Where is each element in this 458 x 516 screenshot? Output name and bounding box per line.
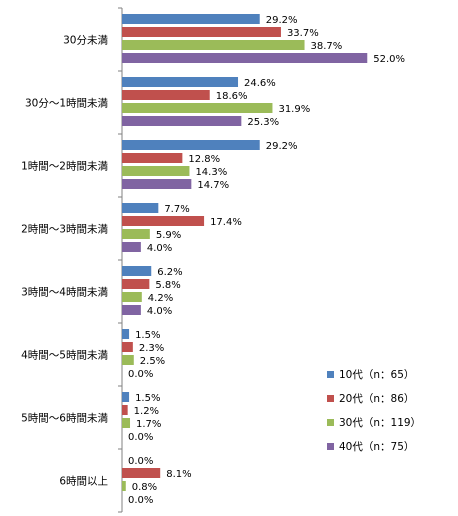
value-labels: 29.2% 33.7% 38.7% 52.0% 24.6% 18.6% 31.9% 25.3%… <box>128 15 405 506</box>
bar <box>122 116 242 126</box>
legend: 10代（n：65） 20代（n：86） 30代（n：119） 40代（n：75） <box>327 369 421 453</box>
data-label: 6.2% <box>157 267 182 278</box>
category-label: 30分未満 <box>63 35 108 47</box>
bar <box>122 305 141 315</box>
data-label: 0.0% <box>128 456 153 467</box>
data-label: 1.5% <box>135 330 160 341</box>
data-label: 31.9% <box>278 104 310 115</box>
data-label: 0.0% <box>128 369 153 380</box>
data-label: 25.3% <box>247 117 279 128</box>
bar <box>122 14 260 24</box>
bar <box>122 90 210 100</box>
bar <box>122 40 305 50</box>
legend-swatch <box>327 443 334 450</box>
data-label: 1.5% <box>135 393 160 404</box>
data-label: 5.8% <box>155 280 180 291</box>
data-label: 17.4% <box>210 217 242 228</box>
data-label: 14.3% <box>195 167 227 178</box>
bar <box>122 242 141 252</box>
data-label: 1.2% <box>134 406 159 417</box>
bar <box>122 292 142 302</box>
legend-label: 30代（n：119） <box>339 417 421 429</box>
data-label: 7.7% <box>164 204 189 215</box>
bar <box>122 27 281 37</box>
category-label: 6時間以上 <box>59 476 108 488</box>
bar <box>122 216 205 226</box>
category-label: 2時間～3時間未満 <box>21 224 108 236</box>
data-label: 38.7% <box>311 41 343 52</box>
bar <box>122 355 134 365</box>
bar <box>122 405 128 415</box>
legend-swatch <box>327 419 334 426</box>
data-label: 24.6% <box>244 78 276 89</box>
category-axis-ticks <box>118 7 122 513</box>
bar <box>122 153 183 163</box>
data-label: 8.1% <box>166 469 191 480</box>
data-label: 12.8% <box>188 154 220 165</box>
bar <box>122 179 192 189</box>
bar <box>122 77 239 87</box>
bar <box>122 279 150 289</box>
data-label: 1.7% <box>136 419 161 430</box>
bar <box>122 392 130 402</box>
data-label: 2.3% <box>139 343 164 354</box>
data-label: 5.9% <box>156 230 181 241</box>
data-label: 29.2% <box>266 15 298 26</box>
bar <box>122 481 126 491</box>
category-label: 30分～1時間未満 <box>25 98 109 110</box>
data-label: 0.0% <box>128 495 153 506</box>
category-label: 4時間～5時間未満 <box>21 350 108 362</box>
bar <box>122 468 161 478</box>
data-label: 4.2% <box>148 293 173 304</box>
bar <box>122 329 130 339</box>
data-label: 0.8% <box>132 482 157 493</box>
data-label: 2.5% <box>140 356 165 367</box>
data-label: 14.7% <box>197 180 229 191</box>
bar <box>122 53 368 63</box>
bar <box>122 418 131 428</box>
legend-label: 40代（n：75） <box>339 441 414 453</box>
bar <box>122 140 260 150</box>
data-label: 18.6% <box>216 91 248 102</box>
bar <box>122 203 159 213</box>
legend-swatch <box>327 395 334 402</box>
data-label: 0.0% <box>128 432 153 443</box>
category-label: 1時間～2時間未満 <box>21 161 108 173</box>
category-label: 5時間～6時間未満 <box>21 413 108 425</box>
data-label: 4.0% <box>147 306 172 317</box>
data-label: 29.2% <box>266 141 298 152</box>
data-label: 33.7% <box>287 28 319 39</box>
legend-swatch <box>327 371 334 378</box>
bar <box>122 229 150 239</box>
bar <box>122 103 273 113</box>
category-label: 3時間～4時間未満 <box>21 287 108 299</box>
data-label: 52.0% <box>373 54 405 65</box>
bars <box>122 14 368 491</box>
category-labels: 30分未満 30分～1時間未満 1時間～2時間未満 2時間～3時間未満 3時間～4時間未… <box>21 35 108 488</box>
data-label: 4.0% <box>147 243 172 254</box>
bar <box>122 342 133 352</box>
legend-label: 20代（n：86） <box>339 393 414 405</box>
bar <box>122 266 152 276</box>
legend-label: 10代（n：65） <box>339 369 414 381</box>
bar <box>122 166 190 176</box>
